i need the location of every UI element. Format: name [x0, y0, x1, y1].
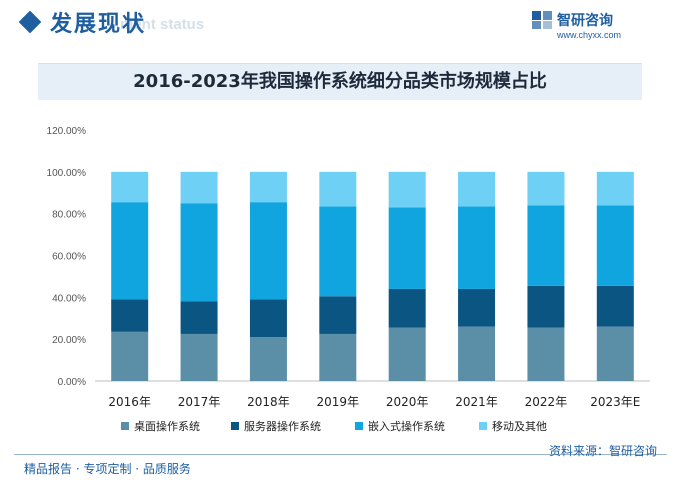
section-title: 发展现状 — [50, 12, 147, 37]
bar-segment — [111, 331, 149, 381]
bar-segment — [458, 206, 496, 289]
bar-segment — [388, 171, 426, 208]
y-tick-label: 100.00% — [47, 168, 87, 179]
footer-services: 精品报告 · 专项定制 · 品质服务 — [24, 462, 191, 476]
x-tick-label: 2018年 — [247, 395, 290, 409]
x-tick-label: 2017年 — [178, 395, 221, 409]
bar-segment — [458, 288, 496, 327]
brand-mark-icon — [532, 11, 552, 29]
footer-divider — [14, 454, 667, 455]
legend-label: 移动及其他 — [492, 420, 547, 433]
bar-segment — [596, 171, 634, 206]
bar-segment — [527, 171, 565, 206]
legend-label: 嵌入式操作系统 — [368, 419, 445, 433]
x-tick-label: 2019年 — [317, 395, 360, 409]
bar-segment — [111, 171, 149, 203]
y-tick-label: 40.00% — [52, 293, 86, 304]
legend-swatch — [121, 422, 129, 430]
bar-segment — [596, 205, 634, 286]
brand-name: 智研咨询 — [557, 13, 613, 29]
bar-segment — [111, 202, 149, 300]
footer-source: 资料来源：智研咨询 — [548, 444, 657, 458]
x-tick-label: 2020年 — [386, 395, 429, 409]
chart-title-box: 2016-2023年我国操作系统细分品类市场规模占比 — [38, 63, 642, 100]
bar-segment — [388, 207, 426, 289]
y-tick-label: 80.00% — [52, 210, 86, 221]
legend-label: 服务器操作系统 — [244, 419, 321, 433]
y-tick-label: 0.00% — [58, 377, 86, 388]
bar-segment — [388, 288, 426, 328]
bar-segment — [319, 206, 357, 297]
bar-segment — [249, 337, 287, 381]
bar-segment — [249, 299, 287, 338]
stacked-bar-chart: 0.00% 20.00% 40.00% 60.00% 80.00% 100.00% 120.… — [47, 126, 650, 433]
x-tick-label: 2021年 — [455, 395, 498, 409]
bar-segment — [180, 333, 218, 381]
legend-swatch — [479, 422, 487, 430]
bar-segment — [527, 205, 565, 286]
bar-segment — [388, 327, 426, 381]
header: ment status 发展现状 智研咨询 www.chyxx.com — [0, 0, 681, 48]
bar-segment — [180, 171, 218, 204]
bar-segment — [111, 299, 149, 332]
x-tick-label: 2016年 — [108, 395, 151, 409]
y-tick-label: 120.00% — [47, 126, 87, 137]
x-tick-label: 2023年E — [590, 395, 640, 409]
bar-segment — [458, 326, 496, 381]
bar-segment — [249, 202, 287, 300]
legend-swatch — [355, 422, 363, 430]
bar-segment — [319, 171, 357, 207]
y-tick-label: 60.00% — [52, 252, 86, 263]
section-subtitle: ment status — [120, 16, 205, 33]
legend-label: 桌面操作系统 — [134, 419, 200, 433]
bar-segment — [319, 333, 357, 381]
footer-bar: 精品报告 · 专项定制 · 品质服务 资料来源：智研咨询 — [0, 444, 681, 488]
bar-segment — [319, 296, 357, 334]
x-tick-label: 2022年 — [525, 395, 568, 409]
y-tick-label: 20.00% — [52, 335, 86, 346]
legend-swatch — [231, 422, 239, 430]
bar-segment — [180, 203, 218, 302]
bar-segment — [527, 327, 565, 381]
bar-segment — [180, 301, 218, 334]
brand-logo: 智研咨询 www.chyxx.com — [531, 8, 651, 44]
chart-title: 2016-2023年我国操作系统细分品类市场规模占比 — [133, 71, 547, 92]
bar-segment — [249, 171, 287, 203]
bar-segment — [527, 285, 565, 328]
bar-segment — [458, 171, 496, 207]
bar-segment — [596, 285, 634, 327]
bar-segment — [596, 326, 634, 381]
brand-site: www.chyxx.com — [557, 30, 622, 40]
